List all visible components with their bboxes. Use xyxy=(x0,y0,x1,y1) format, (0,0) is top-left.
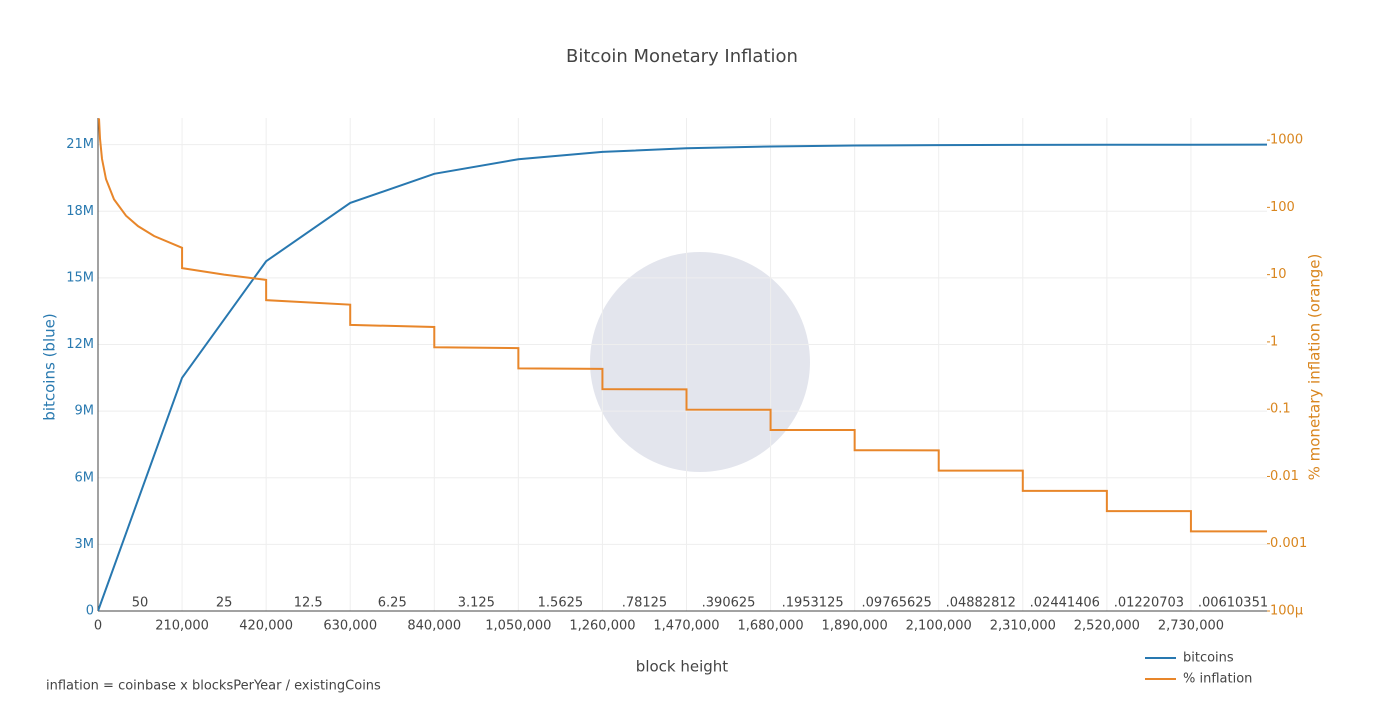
x-tick-label: 2,520,000 xyxy=(1074,619,1140,634)
y2-axis-title: % monetary inflation (orange) xyxy=(1306,254,1324,481)
x-tick-label: 2,100,000 xyxy=(906,619,972,634)
x-axis-title: block height xyxy=(636,658,728,676)
era-label: .1953125 xyxy=(782,596,844,611)
y-tick-label: 21M xyxy=(66,137,94,152)
y-tick-label: 15M xyxy=(66,270,94,285)
y-tick-label: 18M xyxy=(66,204,94,219)
era-label: .04882812 xyxy=(946,596,1016,611)
era-label: .02441406 xyxy=(1030,596,1100,611)
y-tick-label: 12M xyxy=(66,337,94,352)
era-label: .78125 xyxy=(622,596,668,611)
y2-tick-label: 1 xyxy=(1270,334,1278,349)
x-tick-label: 1,260,000 xyxy=(569,619,635,634)
y2-tick-label: 1000 xyxy=(1270,133,1303,148)
x-tick-label: 1,680,000 xyxy=(737,619,803,634)
x-tick-label: 420,000 xyxy=(239,619,293,634)
series-line xyxy=(98,143,1267,611)
era-label: .01220703 xyxy=(1114,596,1184,611)
legend-label: % inflation xyxy=(1183,672,1252,687)
y-tick-label: 6M xyxy=(75,470,95,485)
era-label: 6.25 xyxy=(378,596,407,611)
era-label: 25 xyxy=(216,596,233,611)
x-tick-label: 210,000 xyxy=(155,619,209,634)
y2-tick-label: 10 xyxy=(1270,267,1287,282)
era-label: 12.5 xyxy=(294,596,323,611)
y-tick-label: 9M xyxy=(75,404,95,419)
x-tick-label: 0 xyxy=(94,619,102,634)
era-label: .09765625 xyxy=(862,596,932,611)
y2-tick-label: 100µ xyxy=(1270,604,1303,619)
x-tick-label: 1,890,000 xyxy=(822,619,888,634)
era-label: 1.5625 xyxy=(538,596,584,611)
footnote: inflation = coinbase x blocksPerYear / e… xyxy=(46,679,381,694)
x-tick-label: 2,310,000 xyxy=(990,619,1056,634)
y2-tick-label: 0.001 xyxy=(1270,536,1307,551)
chart-title: Bitcoin Monetary Inflation xyxy=(566,46,798,67)
x-tick-label: 1,050,000 xyxy=(485,619,551,634)
x-tick-label: 1,470,000 xyxy=(653,619,719,634)
y2-tick-label: 0.01 xyxy=(1270,469,1299,484)
series-line xyxy=(98,118,1267,533)
x-tick-label: 840,000 xyxy=(407,619,461,634)
era-label: 50 xyxy=(132,596,149,611)
x-tick-label: 2,730,000 xyxy=(1158,619,1224,634)
y-tick-label: 0 xyxy=(86,604,94,619)
y2-tick-label: 0.1 xyxy=(1270,402,1291,417)
era-label: .390625 xyxy=(702,596,756,611)
watermark xyxy=(590,252,810,472)
x-tick-label: 630,000 xyxy=(323,619,377,634)
y-tick-label: 3M xyxy=(75,537,95,552)
y-axis-title: bitcoins (blue) xyxy=(41,313,59,420)
era-label: 3.125 xyxy=(458,596,495,611)
era-label: .00610351 xyxy=(1198,596,1268,611)
legend-label: bitcoins xyxy=(1183,651,1234,666)
y2-tick-label: 100 xyxy=(1270,200,1295,215)
